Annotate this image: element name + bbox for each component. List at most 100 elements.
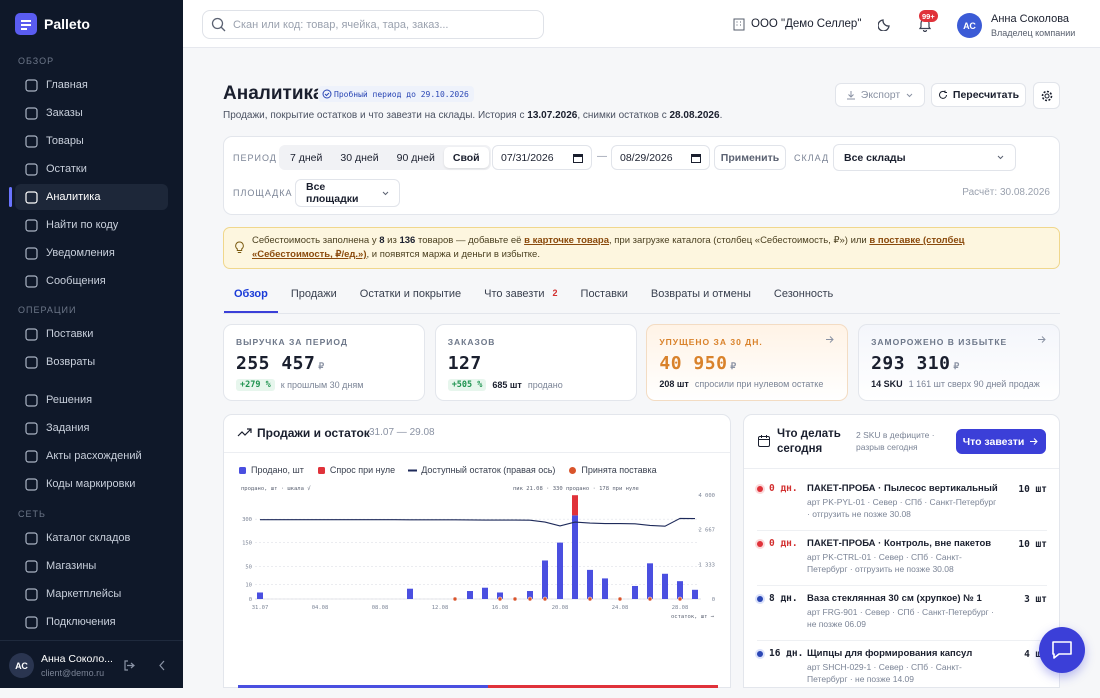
apply-button[interactable]: Применить [714,145,786,170]
warehouse-value: Все склады [844,151,906,164]
tab-label: Поставки [580,288,628,300]
nav-item[interactable]: Решения [15,387,168,413]
nav-item[interactable]: Подключения [15,609,168,635]
status-dot [757,596,763,602]
bar [497,592,503,599]
legend-swatch [569,466,577,474]
tab[interactable]: Обзор [224,288,278,313]
todo-subtitle: 2 SKU в дефиците · разрыв сегодня [856,430,935,452]
nav-item[interactable]: Сообщения [15,268,168,294]
text: 28.08.2026 [669,110,720,121]
bar-strip [488,685,718,688]
todo-item[interactable]: 16 дн. Щипцы для формирования капсул арт S… [757,648,1047,698]
chat-button[interactable] [1039,627,1085,673]
delivery-dot [617,596,623,602]
arrow-icon [1038,336,1046,343]
tab[interactable]: Сезонность [774,288,833,313]
text: Себестоимость заполнена у [252,235,380,246]
badge-icon [322,89,332,99]
y-axis-label: продано, шт · шкала √ [241,485,311,492]
period-option[interactable]: 30 дней [340,151,379,164]
x-tick-label: 20.08 [552,605,569,611]
nav-item[interactable]: Акты расхождений [15,443,168,469]
todo-button[interactable]: Что завезти [956,429,1046,454]
tab[interactable]: Остатки и покрытие [360,288,461,313]
settings-button[interactable] [1033,82,1060,109]
kpi-label: ВЫРУЧКА ЗА ПЕРИОД [236,337,348,347]
nav-item[interactable]: Остатки [15,156,168,182]
todo-item[interactable]: 0 дн. ПАКЕТ-ПРОБА · Контроль, вне пакетов… [757,538,1047,588]
nav-section: ОБЗОР [18,56,55,66]
nav-label: Возвраты [46,356,96,368]
nav-label: Остатки [46,163,87,175]
nav-icon [25,449,38,463]
text: из [384,235,400,246]
todo-item-meta: арт SHCH-029-1 · Север · СПб · Санкт-Пет… [807,662,962,684]
nav-item[interactable]: Коды маркировки [15,471,168,497]
nav-item[interactable]: Маркетплейсы [15,581,168,607]
kpi-value-row: 40 950 ₽ [659,353,835,374]
icon-shape [25,106,38,120]
todo-title: Что делать сегодня [777,428,841,455]
legend-item: Принята поставка [568,465,657,475]
platform-select[interactable]: Все площадки [295,179,400,207]
avatar[interactable]: АС [957,13,982,38]
nav-item[interactable]: Найти по коду [15,212,168,238]
icon-shape [25,218,38,232]
kpi-count: 685 шт [492,380,522,390]
tab[interactable]: Поставки [581,288,628,313]
org-name[interactable]: ООО "Демо Селлер" [751,18,862,30]
nav-label: Акты расхождений [46,450,142,462]
todo-item[interactable]: 8 дн. Ваза стеклянная 30 см (хрупкое) № 1… [757,593,1047,643]
legend-swatch [239,466,246,474]
nav-item[interactable]: Задания [15,415,168,441]
tab[interactable]: Продажи [291,288,337,313]
nav-label: Маркетплейсы [46,588,122,600]
nav-item[interactable]: Каталог складов [15,525,168,551]
period-option[interactable]: 7 дней [290,151,323,164]
todo-qty: 4 шт [1024,649,1047,660]
warehouse-select[interactable]: Все склады [833,144,1016,171]
kpi-card[interactable]: ЗАМОРОЖЕНО В ИЗБЫТКЕ 293 310 ₽14 SKU 1 161 … [858,324,1061,401]
nav-section: ОПЕРАЦИИ [18,305,77,315]
tab[interactable]: Возвраты и отмены [651,288,751,313]
nav-item[interactable]: Поставки [15,321,168,347]
theme-icon[interactable] [878,17,892,31]
logout-icon[interactable] [123,659,136,672]
search[interactable]: Скан или код: товар, ячейка, тара, заказ… [202,10,544,39]
collapse-icon[interactable] [157,659,167,672]
link[interactable]: в поставке (столбец «Себестоимость, ₽/ед… [252,235,965,260]
bar [467,591,473,599]
link[interactable]: в карточке товара [524,235,609,246]
bar [632,585,638,599]
kpi-note: 1 161 шт сверх 90 дней продаж [908,379,1040,389]
icon-shape [25,162,38,176]
date-to[interactable]: 08/29/2026 [611,145,710,170]
nav-item[interactable]: Уведомления [15,240,168,266]
x-tick-label: 04.08 [312,605,329,611]
y2-tick-label: 2 667 [698,528,715,534]
y-tick-label: 0 [249,597,252,603]
export-button[interactable]: Экспорт [835,83,925,107]
nav-item[interactable]: Магазины [15,553,168,579]
icon-shape [25,587,38,601]
nav-item[interactable]: Заказы [15,100,168,126]
nav-item[interactable]: Возвраты [15,349,168,375]
period-option[interactable]: 90 дней [396,151,435,164]
legend-label: Спрос при нуле [329,465,396,475]
tab[interactable]: Что завезти 2 [484,288,557,313]
icon-shape [25,449,38,463]
date-to-text: 08/29/2026 [620,151,673,164]
logo: Palleto [44,16,90,32]
nav-item[interactable]: Главная [15,72,168,98]
period-option[interactable]: Свой [443,147,489,168]
user-name: Анна Соколо... [41,653,113,665]
tab-label: Обзор [234,288,268,300]
todo-item[interactable]: 0 дн. ПАКЕТ-ПРОБА · Пылесос вертикальный а… [757,483,1047,533]
kpi-card[interactable]: УПУЩЕНО ЗА 30 ДН. 40 950 ₽208 шт спросили п… [646,324,849,401]
bar [587,569,593,599]
date-from[interactable]: 07/31/2026 [492,145,592,170]
nav-item[interactable]: Аналитика [9,184,168,210]
recalc-button[interactable]: Пересчитать [931,83,1026,107]
nav-item[interactable]: Товары [15,128,168,154]
